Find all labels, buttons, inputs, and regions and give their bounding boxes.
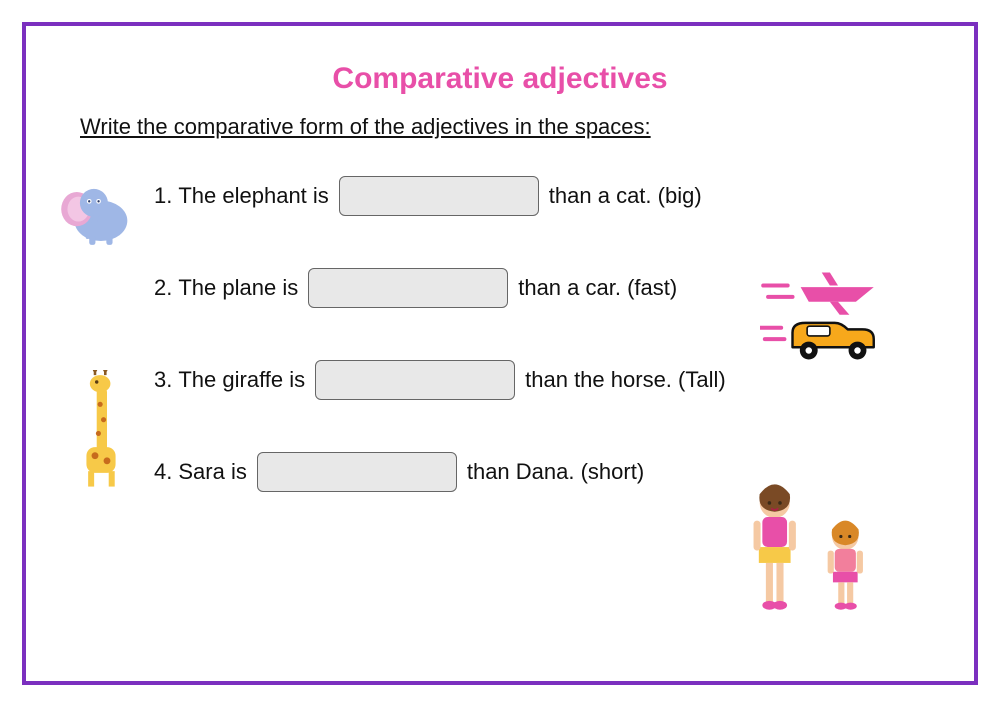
answer-input-3[interactable]: [315, 360, 515, 400]
question-text-after: than Dana. (short): [467, 459, 644, 485]
worksheet-instructions: Write the comparative form of the adject…: [80, 114, 924, 140]
question-number: 3.: [154, 367, 172, 393]
question-text-before: Sara is: [178, 459, 246, 485]
question-text-before: The elephant is: [178, 183, 328, 209]
question-number: 4.: [154, 459, 172, 485]
answer-input-4[interactable]: [257, 452, 457, 492]
plane-car-icon: [760, 268, 890, 368]
question-text-before: The giraffe is: [178, 367, 305, 393]
answer-input-1[interactable]: [339, 176, 539, 216]
question-number: 1.: [154, 183, 172, 209]
question-text-after: than a cat. (big): [549, 183, 702, 209]
answer-input-2[interactable]: [308, 268, 508, 308]
worksheet-title: Comparative adjectives: [76, 62, 924, 96]
question-row: 1. The elephant is than a cat. (big): [154, 176, 924, 216]
people-icon: [730, 480, 890, 630]
giraffe-icon: [70, 370, 132, 490]
question-text-before: The plane is: [178, 275, 298, 301]
question-number: 2.: [154, 275, 172, 301]
question-text-after: than a car. (fast): [518, 275, 677, 301]
elephant-icon: [58, 178, 136, 248]
question-text-after: than the horse. (Tall): [525, 367, 726, 393]
